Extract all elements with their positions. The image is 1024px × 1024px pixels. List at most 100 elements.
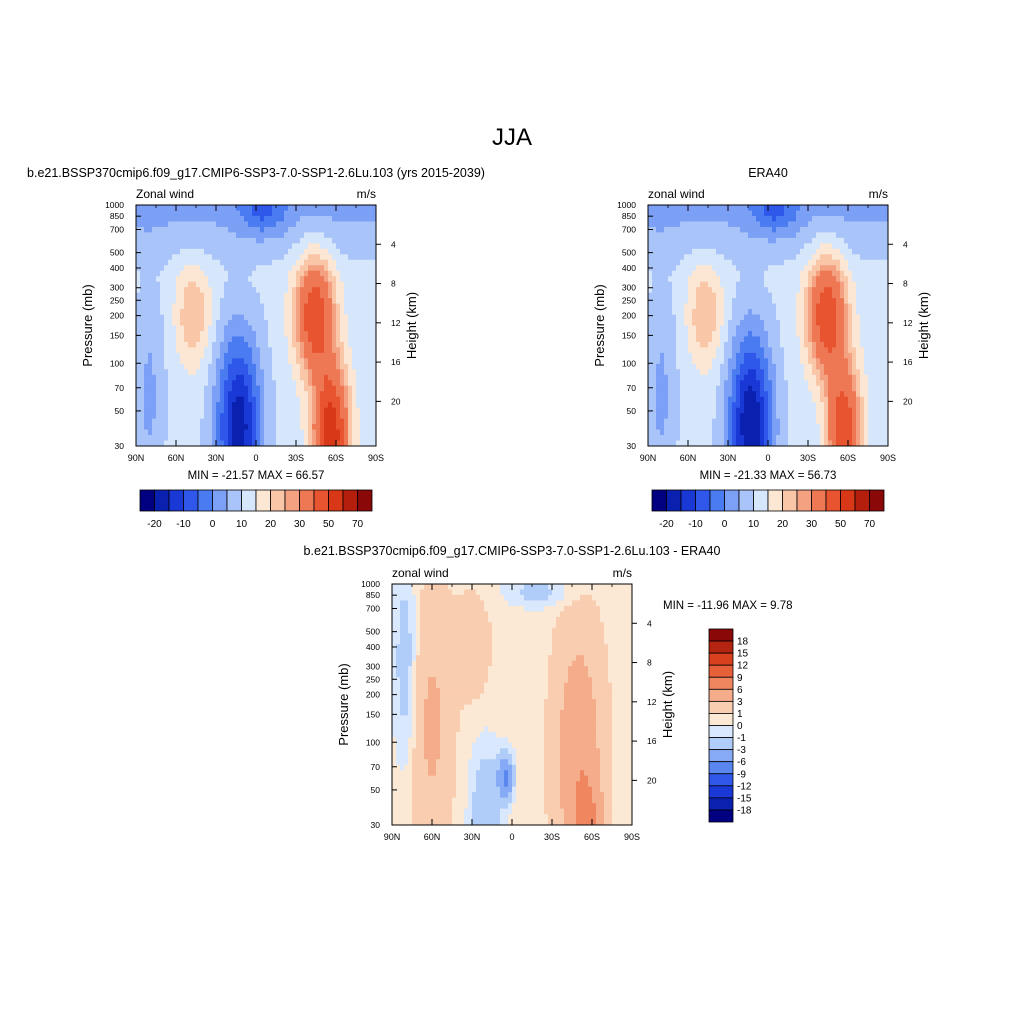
field-cell (728, 369, 733, 376)
field-cell (204, 287, 209, 294)
field-cell (856, 287, 861, 294)
field-cell (144, 215, 149, 223)
field-cell (832, 309, 837, 316)
field-cell (336, 336, 341, 343)
field-cell (204, 210, 209, 217)
field-cell (316, 413, 321, 420)
field-cell (228, 287, 233, 294)
field-cell (772, 215, 777, 223)
field-cell (308, 424, 313, 431)
field-cell (776, 210, 781, 217)
field-cell (204, 221, 209, 228)
field-cell (212, 336, 217, 343)
field-cell (288, 380, 293, 387)
field-cell (764, 210, 769, 217)
field-cell (844, 330, 849, 338)
field-cell (780, 341, 785, 349)
field-cell (804, 287, 809, 294)
field-cell (732, 205, 737, 212)
field-cell (852, 265, 857, 272)
field-cell (368, 298, 373, 305)
field-cell (176, 292, 181, 299)
field-cell (844, 341, 849, 349)
field-cell (732, 215, 737, 223)
field-cell (300, 325, 305, 332)
field-cell (348, 358, 353, 365)
field-cell (344, 402, 349, 409)
colorbar-label: 30 (294, 519, 306, 530)
field-cell (276, 352, 281, 359)
field-cell (756, 232, 761, 239)
field-cell (168, 259, 173, 266)
field-cell (248, 243, 253, 250)
field-cell (672, 320, 677, 327)
field-cell (704, 232, 709, 239)
field-cell (836, 243, 841, 250)
field-cell (168, 435, 173, 442)
field-cell (820, 265, 825, 272)
field-cell (200, 413, 205, 420)
field-cell (240, 435, 245, 442)
field-cell (744, 369, 749, 376)
field-cell (680, 281, 685, 288)
field-cell (332, 391, 337, 398)
field-cell (672, 210, 677, 217)
field-cell (288, 221, 293, 228)
field-cell (352, 221, 357, 228)
field-cell (172, 232, 177, 239)
field-cell (144, 292, 149, 299)
field-cell (236, 424, 241, 431)
field-cell (856, 205, 861, 212)
field-cell (748, 396, 753, 403)
field-cell (324, 210, 329, 217)
field-cell (228, 440, 233, 446)
field-cell (252, 358, 257, 365)
field-cell (796, 347, 801, 354)
field-cell (136, 309, 141, 316)
field-cell (344, 287, 349, 294)
field-cell (272, 347, 277, 354)
field-cell (880, 205, 885, 212)
field-cell (352, 292, 357, 299)
field-cell (880, 369, 885, 376)
field-cell (668, 287, 673, 294)
field-cell (184, 352, 189, 359)
field-cell (308, 259, 313, 266)
field-cell (164, 435, 169, 442)
field-cell (328, 391, 333, 398)
field-cell (236, 303, 241, 310)
field-cell (880, 314, 885, 321)
field-cell (812, 215, 817, 223)
field-cell (872, 205, 877, 212)
field-cell (840, 347, 845, 354)
field-cell (780, 259, 785, 266)
field-cell (872, 330, 877, 338)
field-cell (672, 325, 677, 332)
field-cell (224, 292, 229, 299)
field-cell (272, 407, 277, 414)
field-cell (816, 391, 821, 398)
field-cell (792, 347, 797, 354)
field-cell (768, 248, 773, 255)
field-cell (340, 276, 345, 283)
field-cell (260, 424, 265, 431)
field-cell (860, 396, 865, 403)
field-cell (156, 418, 161, 425)
field-cell (248, 205, 253, 212)
field-cell (860, 358, 865, 365)
field-cell (676, 347, 681, 354)
field-cell (668, 254, 673, 261)
field-cell (736, 341, 741, 349)
field-cell (308, 303, 313, 310)
field-cell (764, 254, 769, 261)
field-cell (280, 210, 285, 217)
field-cell (856, 336, 861, 343)
field-cell (220, 413, 225, 420)
field-cell (768, 287, 773, 294)
field-cell (312, 429, 317, 436)
field-cell (660, 369, 665, 376)
field-cell (860, 205, 865, 212)
field-cell (720, 369, 725, 376)
field-cell (248, 418, 253, 425)
field-cell (372, 215, 376, 223)
